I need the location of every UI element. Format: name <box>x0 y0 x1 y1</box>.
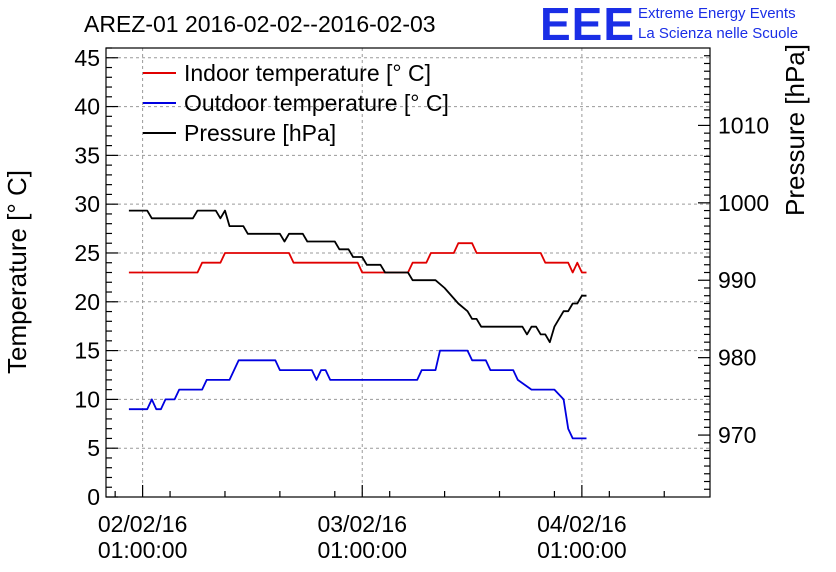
y2-tick-label: 1010 <box>718 112 769 138</box>
y-tick-label: 25 <box>74 240 100 266</box>
y-tick-label: 30 <box>74 191 100 217</box>
series-line-2 <box>128 209 587 344</box>
y2-tick-label: 970 <box>718 422 756 448</box>
chart-title: AREZ-01 2016-02-02--2016-02-03 <box>84 11 436 37</box>
y-tick-label: 0 <box>87 484 100 510</box>
y-tick-label: 45 <box>74 45 100 71</box>
axes: 0 5 10 15 20 25 30 35 40 45 970 980 990 1000 1010 02/02… <box>74 45 769 563</box>
y2-tick-label: 980 <box>718 345 756 371</box>
x-tick-label-date: 03/02/16 <box>317 511 407 537</box>
logo-line-1: Extreme Energy Events <box>638 5 796 22</box>
legend-label-indoor: Indoor temperature [° C] <box>184 60 431 86</box>
y-tick-label: 10 <box>74 386 100 412</box>
series-lines <box>128 209 587 440</box>
x-tick-label-time: 01:00:00 <box>317 537 407 563</box>
y-tick-label: 5 <box>87 435 100 461</box>
legend-label-outdoor: Outdoor temperature [° C] <box>184 90 449 116</box>
logo-line-2: La Scienza nelle Scuole <box>638 25 798 42</box>
legend: Indoor temperature [° C] Outdoor tempera… <box>143 60 449 146</box>
legend-label-pressure: Pressure [hPa] <box>184 120 336 146</box>
x-tick-label-time: 01:00:00 <box>98 537 188 563</box>
y2-tick-label: 1000 <box>718 190 769 216</box>
y-tick-label: 20 <box>74 289 100 315</box>
x-tick-label-time: 01:00:00 <box>537 537 627 563</box>
y-axis-title: Temperature [° C] <box>2 170 32 374</box>
y-tick-label: 35 <box>74 142 100 168</box>
y2-tick-label: 990 <box>718 267 756 293</box>
y-tick-label: 15 <box>74 338 100 364</box>
eee-logo: EEE Extreme Energy Events La Scienza nel… <box>540 0 798 50</box>
x-tick-label-date: 02/02/16 <box>98 511 188 537</box>
x-tick-label-date: 04/02/16 <box>537 511 627 537</box>
y-tick-label: 40 <box>74 94 100 120</box>
series-line-0 <box>128 242 587 274</box>
series-line-1 <box>128 349 587 440</box>
logo-mark: EEE <box>540 0 635 50</box>
y2-axis-title: Pressure [hPa] <box>780 44 810 216</box>
